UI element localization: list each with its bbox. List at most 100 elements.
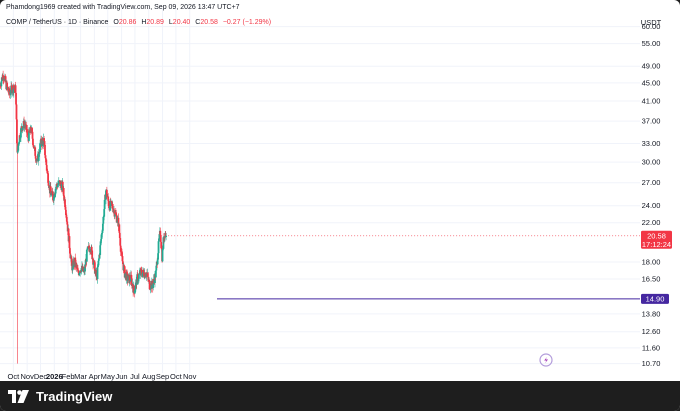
y-tick-label: 22.00: [642, 218, 661, 227]
candle: [103, 199, 106, 214]
candle: [102, 215, 105, 226]
header-credit: Phamdong1969 created with TradingView.co…: [6, 4, 240, 11]
x-tick-label: Jun: [116, 372, 128, 381]
legend-high-value: 20.89: [146, 19, 164, 26]
candle: [96, 263, 99, 284]
candle: [130, 271, 133, 280]
x-tick-label: Oct: [8, 372, 21, 381]
candle: [21, 127, 24, 134]
candle: [164, 230, 167, 239]
candle: [53, 194, 56, 199]
y-axis-title: USDT: [641, 18, 662, 27]
candle: [119, 234, 122, 248]
x-tick-label: 2026: [46, 372, 63, 381]
x-tick-label: Nov: [20, 372, 34, 381]
legend-open-label: O: [113, 19, 119, 26]
x-tick-label: Dec: [34, 372, 48, 381]
candle: [163, 236, 166, 243]
candle: [49, 181, 52, 192]
legend-high-label: H: [141, 19, 146, 26]
legend-close-value: 20.58: [200, 19, 218, 26]
legend-open-value: 20.86: [119, 19, 137, 26]
candle: [0, 79, 3, 91]
candle: [138, 273, 140, 283]
candle: [118, 223, 121, 234]
candle: [64, 197, 66, 209]
candle: [17, 145, 20, 153]
legend-change: −0.27 (−1.29%): [223, 19, 271, 26]
candle: [28, 127, 30, 142]
x-tick-label: Sep: [156, 372, 169, 381]
y-tick-label: 41.00: [642, 97, 661, 106]
x-tick-label: Feb: [62, 372, 75, 381]
y-tick-label: 60.00: [642, 22, 661, 31]
candle: [85, 248, 88, 262]
candle: [100, 233, 103, 244]
candle: [15, 103, 18, 120]
legend-low-label: L: [169, 19, 173, 26]
x-tick-label: May: [101, 372, 115, 381]
candle: [157, 252, 159, 261]
current-price-label: 20.58: [647, 232, 666, 241]
candle: [44, 155, 47, 160]
x-tick-label: Mar: [74, 372, 87, 381]
y-tick-label: 10.70: [642, 359, 661, 368]
y-tick-label: 18.00: [642, 257, 661, 266]
support-price-tag: 14.90: [641, 293, 669, 304]
y-tick-label: 55.00: [642, 39, 661, 48]
tradingview-brand[interactable]: TradingView: [8, 389, 112, 404]
candle: [54, 187, 57, 198]
y-axis[interactable]: 60.00 55.00 49.00 45.00 41.00 37.00 33.00 30.00…: [642, 22, 661, 368]
candle: [121, 251, 124, 262]
candle: [152, 282, 155, 291]
candle: [34, 145, 37, 156]
footer-bar: TradingView: [0, 381, 680, 411]
candle: [121, 248, 123, 258]
x-tick-label: Apr: [89, 372, 101, 381]
y-tick-label: 37.00: [642, 117, 661, 126]
svg-text:14.90: 14.90: [646, 295, 665, 304]
y-tick-label: 16.50: [642, 274, 661, 283]
candle: [47, 170, 49, 186]
candle: [119, 244, 122, 256]
candle: [43, 135, 45, 142]
candle: [66, 217, 69, 225]
candle: [111, 201, 114, 210]
candle: [148, 280, 151, 291]
chart-settings-icon[interactable]: [539, 353, 553, 367]
candle: [91, 249, 94, 260]
candle: [2, 70, 5, 84]
ohlc-legend: COMP / TetherUS · 1D · Binance O20.86 H2…: [6, 19, 271, 26]
candle: [99, 240, 102, 250]
brand-name: TradingView: [36, 388, 113, 404]
y-tick-label: 12.60: [642, 327, 661, 336]
x-tick-label: Aug: [142, 372, 155, 381]
x-tick-label: Jul: [130, 372, 140, 381]
candle: [105, 186, 108, 200]
countdown-label: 17:12:24: [642, 240, 671, 249]
candle: [97, 260, 100, 268]
candle: [16, 150, 19, 154]
candle: [20, 126, 22, 142]
tradingview-logo-icon: [8, 389, 29, 403]
y-tick-label: 24.00: [642, 201, 661, 210]
candle: [69, 251, 72, 259]
candle: [76, 264, 79, 270]
candle: [141, 273, 144, 278]
x-tick-label: Nov: [183, 372, 197, 381]
candle: [37, 149, 40, 166]
y-tick-label: 13.80: [642, 309, 661, 318]
y-tick-label: 11.60: [642, 343, 660, 352]
candle: [8, 86, 11, 99]
candle: [77, 264, 79, 271]
candle: [35, 155, 37, 163]
candle: [160, 240, 163, 249]
legend-close-label: C: [195, 19, 200, 26]
candle: [12, 88, 15, 98]
candle: [74, 253, 77, 271]
x-tick-label: Oct: [170, 372, 183, 381]
